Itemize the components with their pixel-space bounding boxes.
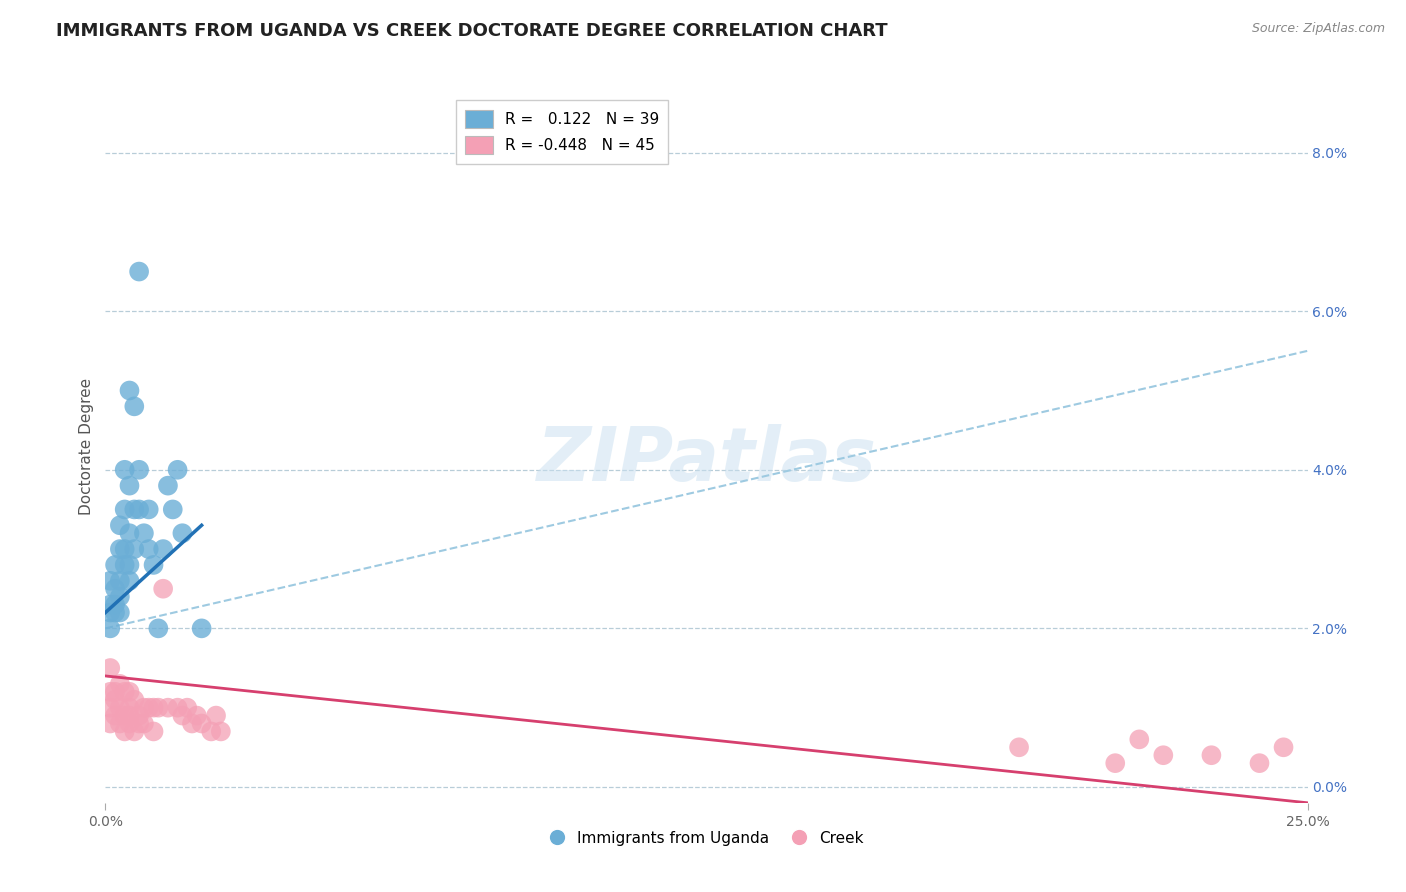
Point [1152, 748, 1174, 763]
Point [118, 708, 141, 723]
Point [118, 558, 141, 572]
Point [104, 582, 127, 596]
Point [132, 526, 155, 541]
Point [142, 700, 165, 714]
Point [162, 502, 184, 516]
Point [186, 708, 208, 723]
Point [1201, 748, 1223, 763]
Point [118, 700, 141, 714]
Point [118, 526, 141, 541]
Point [205, 708, 228, 723]
Point [124, 400, 146, 414]
Point [114, 463, 136, 477]
Point [124, 502, 146, 516]
Point [200, 724, 222, 739]
Point [148, 700, 170, 714]
Point [138, 502, 160, 516]
Point [108, 716, 131, 731]
Point [118, 478, 141, 492]
Point [181, 716, 204, 731]
Point [104, 692, 127, 706]
Point [172, 526, 194, 541]
Point [108, 542, 131, 557]
Point [98, 661, 121, 675]
Point [114, 542, 136, 557]
Legend: Immigrants from Uganda, Creek: Immigrants from Uganda, Creek [543, 825, 870, 852]
Point [104, 685, 127, 699]
Point [128, 716, 150, 731]
Point [124, 724, 146, 739]
Point [124, 542, 146, 557]
Point [98, 574, 121, 588]
Point [166, 463, 188, 477]
Point [118, 574, 141, 588]
Point [1272, 740, 1295, 755]
Point [118, 685, 141, 699]
Point [114, 708, 136, 723]
Point [118, 716, 141, 731]
Point [156, 700, 179, 714]
Point [172, 708, 194, 723]
Point [108, 700, 131, 714]
Point [118, 384, 141, 398]
Point [152, 542, 174, 557]
Point [190, 621, 212, 635]
Point [138, 700, 160, 714]
Point [142, 558, 165, 572]
Point [108, 574, 131, 588]
Point [108, 518, 131, 533]
Point [128, 502, 150, 516]
Point [138, 542, 160, 557]
Point [108, 677, 131, 691]
Text: Source: ZipAtlas.com: Source: ZipAtlas.com [1251, 22, 1385, 36]
Point [132, 700, 155, 714]
Point [98, 606, 121, 620]
Text: ZIPatlas: ZIPatlas [537, 424, 876, 497]
Point [1128, 732, 1150, 747]
Point [108, 590, 131, 604]
Point [190, 716, 212, 731]
Point [166, 700, 188, 714]
Point [98, 716, 121, 731]
Point [128, 463, 150, 477]
Point [98, 621, 121, 635]
Point [128, 264, 150, 278]
Point [124, 692, 146, 706]
Text: IMMIGRANTS FROM UGANDA VS CREEK DOCTORATE DEGREE CORRELATION CHART: IMMIGRANTS FROM UGANDA VS CREEK DOCTORAT… [56, 22, 887, 40]
Point [98, 598, 121, 612]
Point [152, 582, 174, 596]
Point [142, 724, 165, 739]
Point [209, 724, 232, 739]
Point [104, 606, 127, 620]
Y-axis label: Doctorate Degree: Doctorate Degree [79, 377, 94, 515]
Point [104, 558, 127, 572]
Point [114, 502, 136, 516]
Point [132, 716, 155, 731]
Point [104, 708, 127, 723]
Point [156, 478, 179, 492]
Point [1249, 756, 1271, 771]
Point [148, 621, 170, 635]
Point [104, 598, 127, 612]
Point [128, 708, 150, 723]
Point [114, 685, 136, 699]
Point [98, 700, 121, 714]
Point [114, 558, 136, 572]
Point [114, 724, 136, 739]
Point [108, 606, 131, 620]
Point [1008, 740, 1031, 755]
Point [98, 685, 121, 699]
Point [176, 700, 198, 714]
Point [1104, 756, 1126, 771]
